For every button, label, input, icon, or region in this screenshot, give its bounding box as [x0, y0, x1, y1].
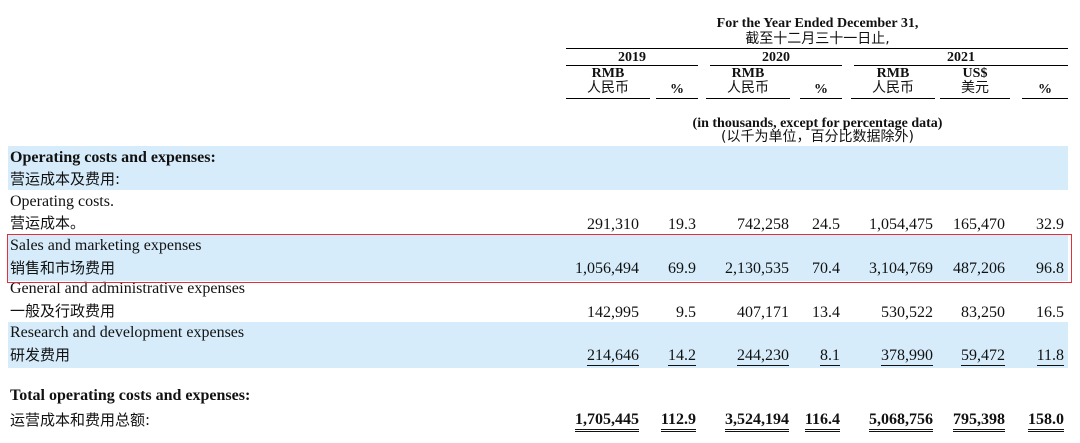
year-rule-2021: [854, 65, 1068, 66]
highlight-box: [7, 234, 1072, 283]
units-note: (in thousands, except for percentage dat…: [692, 116, 943, 131]
colhdr-rule-6: [940, 98, 1010, 99]
cell-value: 112.9: [660, 411, 696, 432]
cell: 70.4: [812, 260, 840, 277]
cell: 59,472: [930, 347, 1005, 366]
cell: 2,130,535: [725, 260, 789, 277]
col-2019-rmb: RMB: [591, 66, 625, 81]
row-label-sales-marketing-cn: 销售和市场费用: [10, 259, 116, 277]
col-2021-usd-cn: 美元: [961, 80, 989, 96]
cell-value: 14.2: [668, 347, 696, 366]
cell: 14.2: [648, 347, 696, 366]
period-rule: [566, 48, 1068, 49]
period-title: For the Year Ended December 31,: [716, 16, 919, 31]
cell: 96.8: [1036, 260, 1064, 277]
row-label-research-development-cn: 研发费用: [10, 346, 71, 364]
cell-value: 1,705,445: [575, 411, 639, 432]
col-2021-pct: %: [1038, 82, 1052, 97]
row-band-operating-header: [8, 146, 1068, 190]
cell: 142,995: [587, 304, 639, 321]
colhdr-rule-5: [851, 98, 935, 99]
colhdr-rule-7: [1022, 98, 1068, 99]
cell-value: 8.1: [820, 347, 840, 366]
period-title-cn: 截至十二月三十一日止,: [745, 31, 890, 47]
row-label-general-admin: General and administrative expenses: [10, 280, 246, 297]
cell-value: 158.0: [1028, 411, 1064, 432]
cell-value: 378,990: [881, 347, 933, 366]
row-label-sales-marketing: Sales and marketing expenses: [10, 237, 202, 254]
cell: 291,310: [587, 216, 639, 233]
year-2020: 2020: [762, 50, 790, 65]
cell: 3,104,769: [869, 260, 933, 277]
colhdr-rule-3: [706, 98, 790, 99]
units-note-cn: (以千为单位，百分比数据除外): [721, 129, 914, 145]
cell: 83,250: [961, 304, 1005, 321]
row-label-general-admin-cn: 一般及行政费用: [10, 302, 116, 320]
year-2021: 2021: [947, 50, 975, 65]
year-2019: 2019: [618, 50, 646, 65]
row-label-total: Total operating costs and expenses:: [10, 387, 251, 404]
cell: 11.8: [1014, 347, 1064, 366]
col-2019-rmb-cn: 人民币: [587, 80, 629, 96]
cell-value: 116.4: [804, 411, 840, 432]
year-rule-2020: [710, 65, 842, 66]
cell: 19.3: [668, 216, 696, 233]
row-band-research-development: [8, 322, 1068, 368]
cell: 407,171: [737, 304, 789, 321]
year-rule-2019: [566, 65, 698, 66]
col-2020-pct: %: [814, 82, 828, 97]
cell: 214,646: [550, 347, 639, 366]
row-label-operating-header-cn: 营运成本及费用:: [10, 170, 121, 188]
col-2020-rmb-cn: 人民币: [727, 80, 769, 96]
row-label-research-development: Research and development expenses: [10, 324, 245, 341]
cell-value: 59,472: [961, 347, 1005, 366]
cell: 244,230: [700, 347, 789, 366]
cell-value: 11.8: [1036, 347, 1064, 366]
cell-value: 795,398: [953, 411, 1005, 432]
row-band-sales-marketing: [8, 235, 1068, 281]
cell-value: 244,230: [737, 347, 789, 366]
cell: 487,206: [953, 260, 1005, 277]
cell: 69.9: [668, 260, 696, 277]
cell: 116.4: [792, 411, 840, 432]
row-label-operating-header: Operating costs and expenses:: [10, 149, 216, 166]
colhdr-rule-4: [800, 98, 842, 99]
cell: 24.5: [812, 216, 840, 233]
cell: 16.5: [1036, 304, 1064, 321]
cell: 13.4: [812, 304, 840, 321]
cell: 5,068,756: [840, 411, 933, 432]
col-2020-rmb: RMB: [731, 66, 765, 81]
colhdr-rule-2: [656, 98, 698, 99]
cell-value: 3,524,194: [725, 411, 789, 432]
col-2021-rmb-cn: 人民币: [872, 80, 914, 96]
cell: 795,398: [930, 411, 1005, 432]
cell: 1,705,445: [550, 411, 639, 432]
cell-value: 5,068,756: [869, 411, 933, 432]
row-label-total-cn: 运营成本和费用总额:: [10, 411, 151, 429]
cell: 9.5: [676, 304, 696, 321]
cell: 3,524,194: [700, 411, 789, 432]
cell: 1,056,494: [575, 260, 639, 277]
colhdr-rule-1: [566, 98, 650, 99]
cell: 165,470: [953, 216, 1005, 233]
col-2019-pct: %: [670, 82, 684, 97]
row-label-operating-costs-cn: 营运成本。: [10, 214, 86, 232]
col-2021-rmb: RMB: [876, 66, 910, 81]
cell: 112.9: [648, 411, 696, 432]
col-2021-usd: US$: [962, 66, 988, 81]
cell: 378,990: [840, 347, 933, 366]
cell: 8.1: [792, 347, 840, 366]
cell-value: 214,646: [587, 347, 639, 366]
row-label-operating-costs: Operating costs.: [10, 193, 114, 210]
cell: 32.9: [1036, 216, 1064, 233]
cell: 742,258: [737, 216, 789, 233]
cell: 530,522: [881, 304, 933, 321]
cell: 158.0: [1014, 411, 1064, 432]
cell: 1,054,475: [869, 216, 933, 233]
